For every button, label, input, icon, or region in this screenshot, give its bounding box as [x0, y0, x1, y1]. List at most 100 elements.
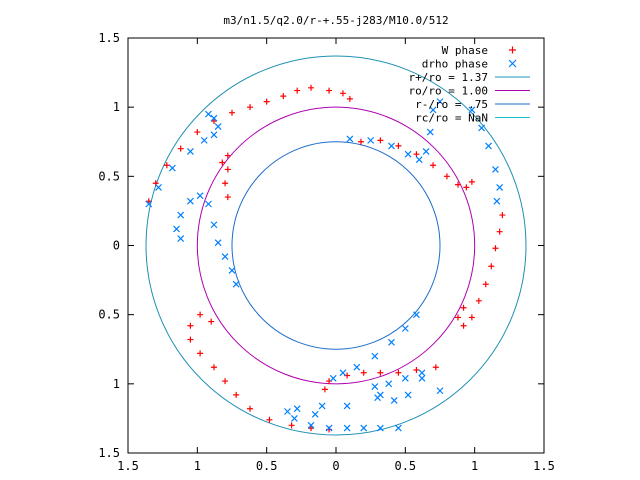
legend-label: rc/ro = NaN	[415, 112, 488, 125]
x-tick-label: 1.5	[117, 459, 139, 473]
y-tick-label: 1	[113, 377, 120, 391]
data-point	[177, 211, 185, 219]
data-point	[326, 87, 333, 94]
data-point	[339, 369, 347, 377]
data-point	[208, 318, 215, 325]
data-point	[210, 364, 217, 371]
data-point	[436, 387, 444, 395]
data-point	[197, 311, 204, 318]
data-point	[266, 416, 273, 423]
data-point	[485, 142, 492, 150]
data-point	[221, 253, 229, 260]
data-point	[376, 424, 384, 432]
data-point	[463, 184, 470, 191]
data-point	[413, 367, 420, 373]
data-point	[367, 136, 375, 144]
data-point	[228, 266, 236, 274]
legend-entry: ro/ro = 1.00	[409, 85, 530, 98]
data-point	[360, 424, 368, 432]
data-point	[263, 98, 270, 105]
data-point	[443, 173, 450, 180]
data-point	[499, 212, 506, 219]
data-point	[280, 93, 287, 100]
data-point	[210, 131, 218, 139]
legend-entry: r-/ro = .75	[415, 98, 530, 111]
data-point	[329, 374, 337, 382]
data-point	[196, 192, 204, 200]
x-tick-label: 0.5	[256, 459, 278, 473]
legend-label: r+/ro = 1.37	[409, 71, 488, 84]
data-point	[210, 221, 218, 229]
y-tick-label: 1.5	[98, 446, 120, 460]
legend-label: ro/ro = 1.00	[409, 85, 488, 98]
y-tick-label: 1.5	[98, 31, 120, 45]
data-point	[311, 410, 319, 418]
legend-entry: rc/ro = NaN	[415, 112, 530, 125]
series-w-phase	[145, 84, 506, 433]
data-point	[401, 325, 409, 332]
legend-label: r-/ro = .75	[415, 98, 488, 111]
data-point	[247, 405, 254, 412]
data-point	[214, 239, 222, 247]
data-point	[346, 95, 353, 102]
data-point	[468, 314, 475, 321]
y-tick-label: 0.5	[98, 169, 120, 183]
data-point	[163, 162, 170, 169]
data-point	[482, 281, 489, 288]
data-point	[436, 98, 444, 106]
data-point	[187, 322, 194, 329]
data-point	[187, 336, 194, 343]
data-point	[460, 322, 467, 329]
data-point	[318, 402, 326, 410]
data-point	[343, 424, 351, 432]
data-point	[343, 402, 351, 410]
data-point	[233, 391, 240, 398]
x-tick-label: 1	[194, 459, 201, 473]
data-point	[390, 397, 398, 404]
data-point	[418, 374, 426, 382]
legend-label: W phase	[442, 44, 488, 57]
data-point	[432, 364, 439, 371]
data-point	[155, 183, 162, 191]
legend-entry: r+/ro = 1.37	[409, 71, 530, 84]
data-point	[232, 280, 240, 288]
data-point	[404, 391, 412, 399]
circle-r-ro	[231, 141, 441, 350]
radius-circles	[145, 55, 527, 436]
data-point	[394, 424, 402, 432]
data-point	[413, 151, 420, 158]
data-point	[460, 304, 467, 311]
data-point	[492, 245, 499, 252]
data-point	[478, 124, 486, 132]
legend-swatch	[509, 46, 516, 54]
data-point	[205, 200, 212, 208]
data-point	[374, 394, 382, 402]
data-point	[455, 181, 462, 188]
data-point	[177, 145, 184, 152]
data-point	[357, 138, 364, 145]
data-point	[247, 104, 254, 111]
data-point	[371, 352, 379, 360]
data-point	[214, 123, 222, 130]
data-point	[168, 164, 176, 172]
data-point	[371, 383, 379, 391]
data-point	[224, 166, 231, 173]
data-point	[186, 197, 194, 205]
data-point	[404, 150, 412, 158]
x-tick-label: 1	[471, 459, 478, 473]
x-tick-label: 0	[332, 459, 339, 473]
data-point	[325, 424, 333, 432]
circle-ro-ro	[196, 106, 476, 385]
data-point	[430, 162, 437, 169]
data-point	[222, 180, 229, 187]
data-point	[401, 374, 409, 382]
x-tick-label: 1.5	[533, 459, 555, 473]
data-point	[186, 148, 194, 155]
data-point	[422, 148, 430, 155]
data-point	[395, 369, 402, 376]
legend-entry: W phase	[442, 44, 516, 57]
data-point	[353, 363, 361, 371]
axis-ticks: 1.5 1 0.5 0 0.5 1 1.51.510.500.511.5	[98, 31, 555, 473]
